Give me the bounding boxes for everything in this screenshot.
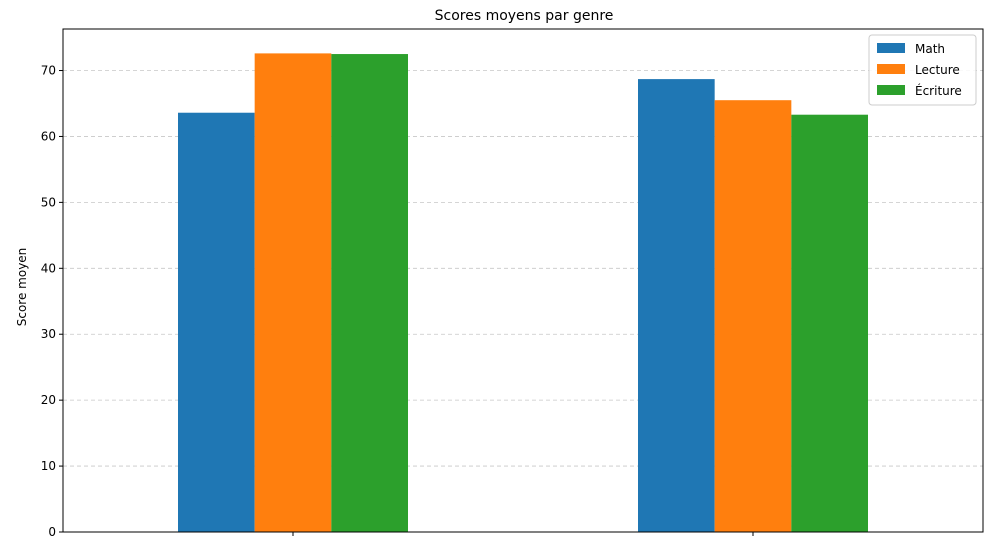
- y-tick-label: 50: [41, 195, 56, 209]
- y-axis-label: Score moyen: [15, 248, 29, 327]
- bars: [178, 53, 868, 533]
- legend-label: Math: [915, 42, 945, 56]
- legend-swatch: [877, 64, 905, 74]
- y-tick-label: 70: [41, 64, 56, 78]
- plot-frame: [62, 28, 984, 533]
- legend-swatch: [877, 43, 905, 53]
- y-tick-label: 60: [41, 129, 56, 143]
- bar-1-2: [638, 79, 715, 532]
- legend-label: Écriture: [915, 83, 962, 98]
- y-tick-label: 10: [41, 459, 56, 473]
- bar-2-2: [714, 100, 792, 532]
- bar-1-1: [178, 112, 255, 533]
- axes: 0 10 20 30 40 50 60 70: [41, 64, 754, 539]
- legend-label: Lecture: [915, 63, 960, 77]
- legend-swatch: [877, 85, 905, 95]
- chart-title: Scores moyens par genre: [435, 8, 614, 24]
- bar-2-1: [254, 53, 332, 532]
- y-tick-label: 30: [41, 327, 56, 341]
- bar-3-1: [331, 54, 408, 532]
- y-tick-label: 40: [41, 261, 56, 275]
- bar-3-2: [791, 114, 868, 533]
- y-tick-label: 20: [41, 393, 56, 407]
- legend: Math Lecture Écriture: [868, 34, 977, 106]
- y-tick-label: 0: [48, 525, 56, 539]
